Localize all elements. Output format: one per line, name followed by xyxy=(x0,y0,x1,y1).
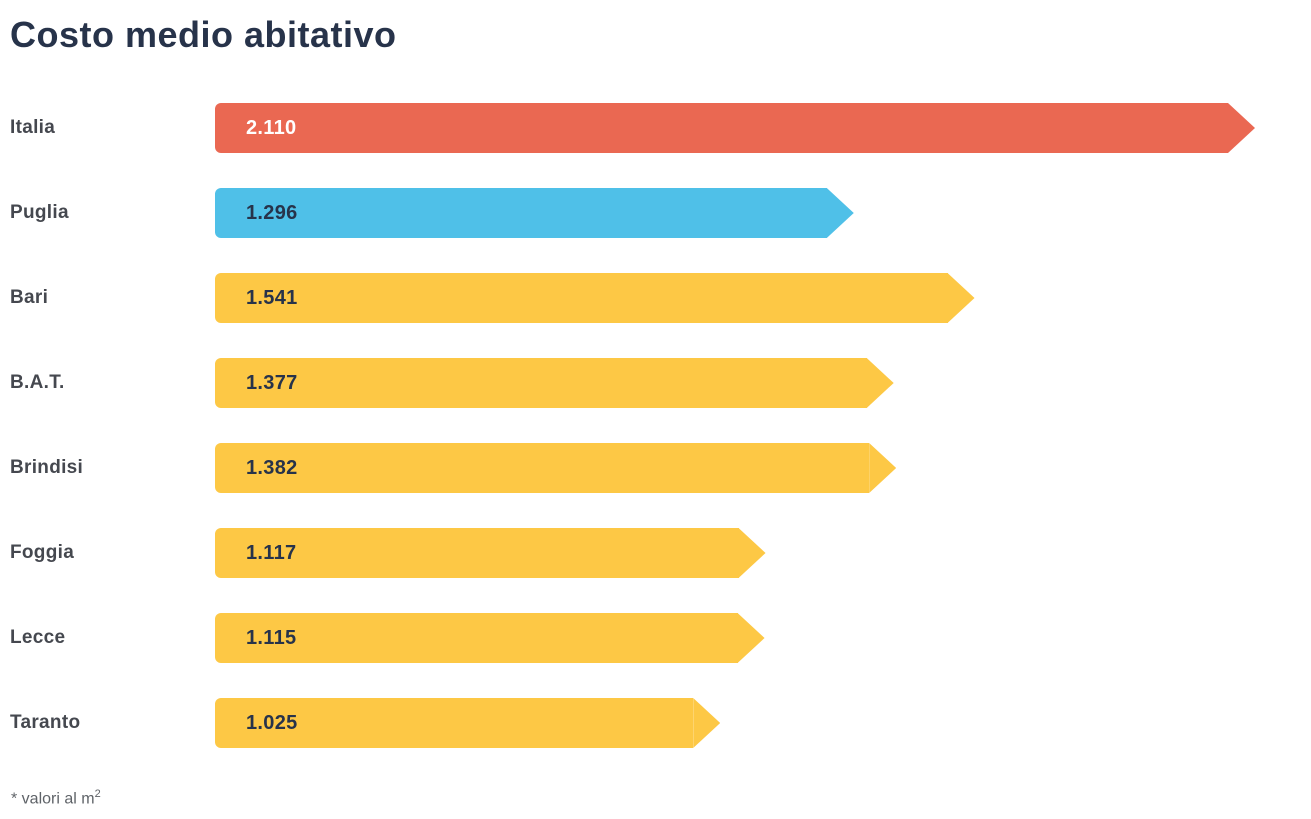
bar-value-label: 1.377 xyxy=(246,371,298,394)
chart-title: Costo medio abitativo xyxy=(10,14,397,55)
chart-rows: Italia 2.110 Puglia 1.296 Bari 1.541 B.A.T. 1.3… xyxy=(0,103,1311,783)
bar-arrow-tip xyxy=(1228,103,1255,153)
bar-rect: 2.110 xyxy=(215,103,1228,153)
category-label: Italia xyxy=(10,117,56,138)
bar-value-label: 1.382 xyxy=(246,456,298,479)
bar-italia: 2.110 xyxy=(215,103,1255,153)
chart-row: Foggia 1.117 xyxy=(0,528,1311,578)
bar-rect: 1.382 xyxy=(215,443,870,493)
bar-rect: 1.377 xyxy=(215,358,867,408)
bar-bat: 1.377 xyxy=(215,358,894,408)
bar-value-label: 1.541 xyxy=(246,286,298,309)
chart-row: B.A.T. 1.377 xyxy=(0,358,1311,408)
category-label: Lecce xyxy=(10,627,66,648)
chart-row: Taranto 1.025 xyxy=(0,698,1311,748)
chart-row: Italia 2.110 xyxy=(0,103,1311,153)
bar-lecce: 1.115 xyxy=(215,613,765,663)
chart-row: Brindisi 1.382 xyxy=(0,443,1311,493)
bar-arrow-tip xyxy=(693,698,721,748)
bar-arrow-tip xyxy=(738,528,766,578)
category-label: Puglia xyxy=(10,202,69,223)
bar-foggia: 1.117 xyxy=(215,528,766,578)
category-label: B.A.T. xyxy=(10,372,65,393)
bar-arrow-tip xyxy=(737,613,765,663)
footnote-text: * valori al m xyxy=(11,790,95,808)
bar-rect: 1.541 xyxy=(215,273,948,323)
chart-row: Bari 1.541 xyxy=(0,273,1311,323)
chart-footnote: * valori al m2 xyxy=(11,788,101,808)
bar-arrow-tip xyxy=(866,358,894,408)
category-label: Foggia xyxy=(10,542,75,563)
category-label: Bari xyxy=(10,287,49,308)
bar-bari: 1.541 xyxy=(215,273,975,323)
bar-value-label: 1.296 xyxy=(246,201,298,224)
bar-rect: 1.025 xyxy=(215,698,694,748)
chart-row: Puglia 1.296 xyxy=(0,188,1311,238)
bar-puglia: 1.296 xyxy=(215,188,854,238)
bar-rect: 1.117 xyxy=(215,528,739,578)
chart-row: Lecce 1.115 xyxy=(0,613,1311,663)
category-label: Taranto xyxy=(10,712,81,733)
bar-value-label: 1.115 xyxy=(246,626,297,649)
footnote-superscript: 2 xyxy=(94,788,101,800)
bar-value-label: 2.110 xyxy=(246,116,297,139)
bar-brindisi: 1.382 xyxy=(215,443,897,493)
bar-value-label: 1.025 xyxy=(246,711,298,734)
category-label: Brindisi xyxy=(10,457,84,478)
bar-value-label: 1.117 xyxy=(246,541,297,564)
bar-rect: 1.115 xyxy=(215,613,738,663)
bar-taranto: 1.025 xyxy=(215,698,721,748)
bar-arrow-tip xyxy=(947,273,975,323)
bar-arrow-tip xyxy=(826,188,854,238)
bar-rect: 1.296 xyxy=(215,188,827,238)
bar-arrow-tip xyxy=(869,443,897,493)
